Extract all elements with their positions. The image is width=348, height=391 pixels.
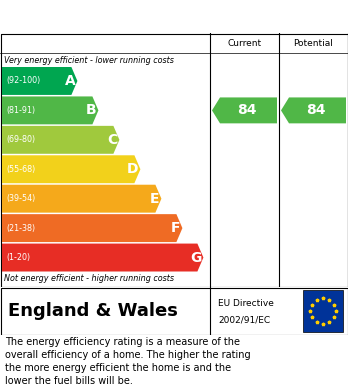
Text: Not energy efficient - higher running costs: Not energy efficient - higher running co…	[4, 274, 174, 283]
Text: Energy Efficiency Rating: Energy Efficiency Rating	[10, 9, 232, 24]
Text: Very energy efficient - lower running costs: Very energy efficient - lower running co…	[4, 56, 174, 65]
Text: EU Directive: EU Directive	[218, 299, 274, 308]
Text: (21-38): (21-38)	[6, 224, 35, 233]
Text: (92-100): (92-100)	[6, 77, 40, 86]
Text: (69-80): (69-80)	[6, 135, 35, 144]
Text: E: E	[150, 192, 159, 206]
Polygon shape	[2, 126, 119, 154]
Text: The energy efficiency rating is a measure of the
overall efficiency of a home. T: The energy efficiency rating is a measur…	[5, 337, 251, 386]
Text: (81-91): (81-91)	[6, 106, 35, 115]
Text: A: A	[65, 74, 76, 88]
Text: (1-20): (1-20)	[6, 253, 30, 262]
Text: (55-68): (55-68)	[6, 165, 35, 174]
Text: 2002/91/EC: 2002/91/EC	[218, 315, 270, 324]
Text: 84: 84	[306, 103, 325, 117]
Polygon shape	[2, 67, 77, 95]
Text: B: B	[86, 103, 96, 117]
Polygon shape	[2, 155, 140, 183]
Text: England & Wales: England & Wales	[8, 302, 178, 320]
Text: 84: 84	[237, 103, 256, 117]
Text: G: G	[190, 251, 201, 265]
Polygon shape	[2, 97, 98, 124]
Text: (39-54): (39-54)	[6, 194, 35, 203]
Polygon shape	[2, 185, 161, 213]
Text: C: C	[107, 133, 117, 147]
Text: Current: Current	[228, 38, 262, 47]
Text: F: F	[171, 221, 180, 235]
Polygon shape	[2, 214, 182, 242]
Text: Potential: Potential	[294, 38, 333, 47]
Polygon shape	[2, 244, 203, 271]
Polygon shape	[212, 97, 277, 123]
Bar	[303, 290, 343, 332]
Text: D: D	[127, 162, 139, 176]
Polygon shape	[281, 97, 346, 123]
